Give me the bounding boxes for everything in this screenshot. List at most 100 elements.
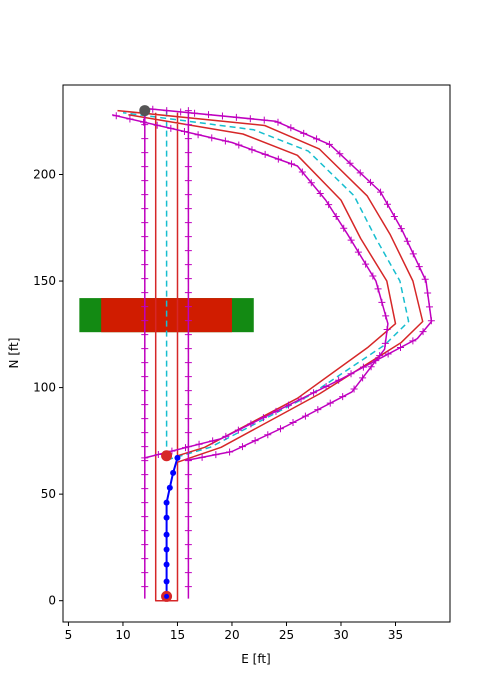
boundary-cross-marker bbox=[272, 407, 280, 415]
boundary-cross-marker bbox=[184, 121, 192, 129]
boundary-cross-marker bbox=[149, 105, 157, 113]
boundary-cross-marker bbox=[184, 289, 192, 297]
boundary-cross-marker bbox=[383, 326, 391, 334]
path-point bbox=[174, 454, 181, 461]
boundary-cross-marker bbox=[232, 113, 240, 121]
boundary-cross-marker bbox=[381, 339, 389, 347]
boundary-cross-marker bbox=[221, 137, 229, 145]
boundary-cross-marker bbox=[325, 201, 333, 209]
boundary-cross-marker bbox=[212, 451, 220, 459]
x-tick-label: 15 bbox=[170, 628, 185, 642]
boundary-cross-marker bbox=[184, 177, 192, 185]
boundary-cross-marker bbox=[181, 444, 189, 452]
boundary-cross-marker bbox=[226, 448, 234, 456]
boundary-cross-marker bbox=[141, 499, 149, 507]
boundary-cross-marker bbox=[259, 414, 267, 422]
y-tick-label: 50 bbox=[41, 487, 56, 501]
boundary-cross-marker bbox=[184, 317, 192, 325]
boundary-cross-marker bbox=[246, 115, 254, 123]
boundary-cross-marker bbox=[191, 109, 199, 117]
boundary-cross-marker bbox=[184, 275, 192, 283]
boundary-cross-marker bbox=[141, 359, 149, 367]
boundary-cross-marker bbox=[397, 225, 405, 233]
boundary-cross-marker bbox=[427, 317, 435, 325]
x-tick-label: 35 bbox=[388, 628, 403, 642]
y-axis-label: N [ft] bbox=[7, 338, 21, 369]
boundary-cross-marker bbox=[424, 289, 432, 297]
boundary-cross-marker bbox=[168, 447, 176, 455]
boundary-cross-marker bbox=[141, 401, 149, 409]
boundary-cross-marker bbox=[350, 385, 358, 393]
boundary-cross-marker bbox=[336, 150, 344, 158]
boundary-cross-marker bbox=[274, 118, 282, 126]
boundary-cross-marker bbox=[264, 431, 272, 439]
boundary-cross-marker bbox=[274, 155, 282, 163]
boundary-cross-marker bbox=[184, 471, 192, 479]
boundary-cross-marker bbox=[195, 440, 203, 448]
boundary-cross-marker bbox=[184, 359, 192, 367]
boundary-cross-marker bbox=[184, 163, 192, 171]
boundary-cross-marker bbox=[403, 237, 411, 245]
boundary-cross-marker bbox=[184, 429, 192, 437]
boundary-cross-marker bbox=[141, 429, 149, 437]
boundary-cross-marker bbox=[141, 205, 149, 213]
boundary-cross-marker bbox=[288, 160, 296, 168]
boundary-cross-marker bbox=[287, 124, 295, 132]
boundary-cross-marker bbox=[184, 499, 192, 507]
boundary-cross-marker bbox=[415, 263, 423, 271]
boundary-cross-marker bbox=[184, 415, 192, 423]
path-point bbox=[163, 499, 170, 506]
boundary-cross-marker bbox=[184, 373, 192, 381]
boundary-cross-marker bbox=[300, 129, 308, 137]
y-tick-label: 150 bbox=[33, 274, 56, 288]
boundary-cross-marker bbox=[209, 437, 217, 445]
boundary-cross-marker bbox=[184, 345, 192, 353]
boundary-cross-marker bbox=[376, 352, 384, 360]
boundary-cross-marker bbox=[307, 179, 315, 187]
boundary-cross-marker bbox=[260, 116, 268, 124]
boundary-cross-marker bbox=[390, 212, 398, 220]
boundary-cross-marker bbox=[141, 373, 149, 381]
x-tick-label: 30 bbox=[333, 628, 348, 642]
boundary-cross-marker bbox=[184, 149, 192, 157]
boundary-cross-marker bbox=[367, 363, 375, 371]
boundary-cross-marker bbox=[154, 451, 162, 459]
boundary-cross-marker bbox=[141, 583, 149, 591]
boundary-cross-marker bbox=[141, 527, 149, 535]
boundary-cross-marker bbox=[425, 303, 433, 311]
boundary-cross-marker bbox=[297, 395, 305, 403]
boundary-cross-marker bbox=[421, 275, 429, 283]
boundary-cross-marker bbox=[369, 272, 377, 280]
path-point bbox=[170, 469, 177, 476]
boundary-cross-marker bbox=[126, 115, 134, 123]
boundary-cross-marker bbox=[184, 261, 192, 269]
boundary-cross-marker bbox=[340, 224, 348, 232]
boundary-cross-marker bbox=[366, 178, 374, 186]
boundary-cross-marker bbox=[346, 159, 354, 167]
boundary-cross-marker bbox=[141, 303, 149, 311]
boundary-cross-marker bbox=[184, 135, 192, 143]
path-point bbox=[163, 531, 170, 538]
boundary-cross-marker bbox=[316, 189, 324, 197]
y-tick-label: 100 bbox=[33, 381, 56, 395]
boundary-cross-marker bbox=[378, 298, 386, 306]
boundary-cross-marker bbox=[339, 393, 347, 401]
boundary-cross-marker bbox=[141, 149, 149, 157]
boundary-cross-marker bbox=[238, 443, 246, 451]
boundary-cross-marker bbox=[313, 135, 321, 143]
boundary-cross-marker bbox=[184, 485, 192, 493]
y-ticks: 0 50 100 150 200 bbox=[33, 168, 63, 608]
boundary-cross-marker bbox=[347, 370, 355, 378]
boundary-cross-marker bbox=[141, 233, 149, 241]
x-ticks: 5 10 15 20 25 30 35 bbox=[65, 622, 403, 642]
x-tick-label: 5 bbox=[65, 628, 73, 642]
boundary-cross-marker bbox=[141, 513, 149, 521]
boundary-cross-marker bbox=[310, 389, 318, 397]
boundary-cross-marker bbox=[289, 419, 297, 427]
boundary-cross-marker bbox=[354, 248, 362, 256]
boundary-cross-marker bbox=[301, 412, 309, 420]
boundary-cross-marker bbox=[356, 169, 364, 177]
boundary-cross-marker bbox=[409, 337, 417, 345]
boundary-cross-marker bbox=[163, 107, 171, 115]
